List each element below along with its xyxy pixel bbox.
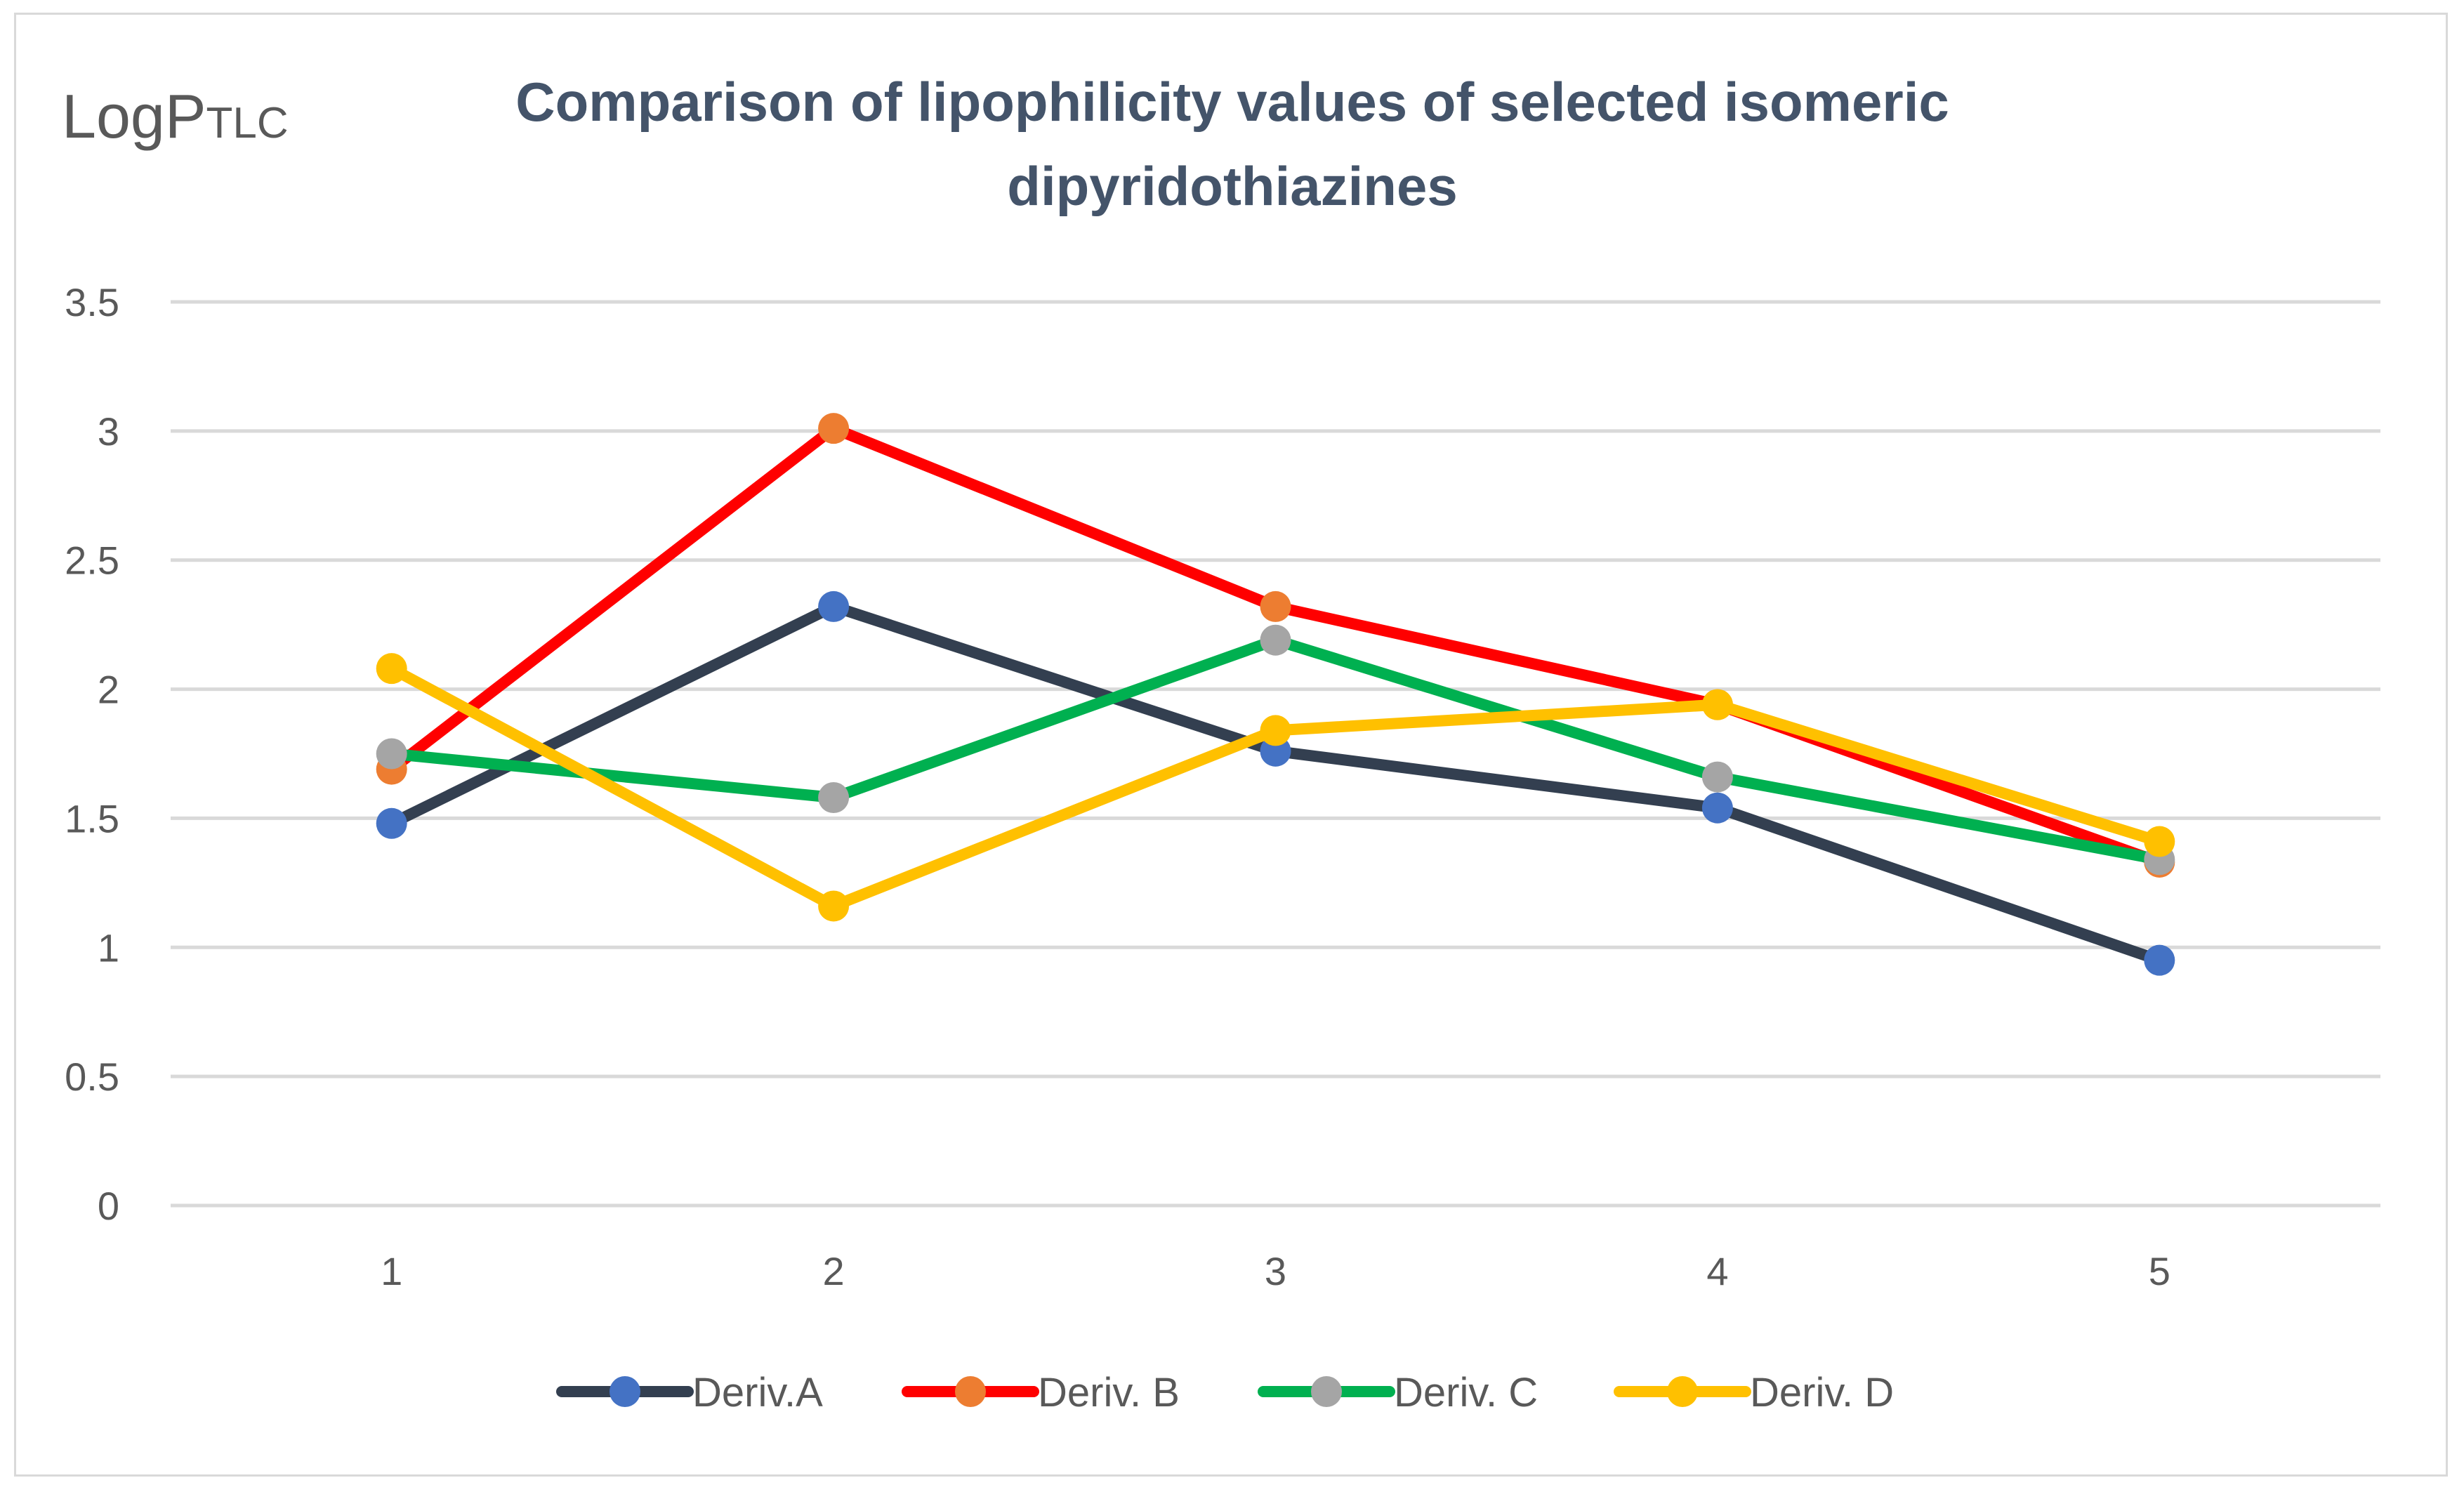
x-tick-label-0: 1: [381, 1249, 402, 1293]
y-axis-label-sub: TLC: [206, 99, 289, 147]
data-point-s0-0: [376, 807, 407, 839]
y-tick-label-4: 2: [98, 668, 119, 712]
legend-label-2: Deriv. C: [1394, 1370, 1538, 1415]
data-point-s3-3: [1701, 689, 1733, 720]
y-tick-label-6: 3: [98, 409, 119, 454]
data-point-s1-2: [1260, 590, 1291, 622]
gridlines: [171, 300, 2380, 1208]
x-tick-label-2: 3: [1265, 1249, 1286, 1293]
y-axis-ticks: 0 0.5 1 1.5 2 2.5 3 3.5: [65, 280, 119, 1228]
data-point-s0-3: [1701, 792, 1733, 824]
legend-marker-1: [955, 1376, 986, 1407]
legend-item-0: Deriv.A: [556, 1370, 823, 1415]
x-tick-label-4: 5: [2149, 1249, 2170, 1293]
y-tick-label-7: 3.5: [65, 280, 119, 324]
legend-label-1: Deriv. B: [1038, 1370, 1180, 1415]
legend-label-3: Deriv. D: [1750, 1370, 1894, 1415]
legend-item-3: Deriv. D: [1614, 1370, 1894, 1415]
data-point-s2-0: [376, 738, 407, 770]
y-tick-label-5: 2.5: [65, 539, 119, 583]
data-point-s0-1: [818, 590, 850, 622]
data-point-s2-2: [1260, 624, 1291, 656]
legend-marker-2: [1311, 1376, 1342, 1407]
data-point-s1-1: [818, 413, 850, 444]
legend-item-1: Deriv. B: [902, 1370, 1180, 1415]
x-tick-label-3: 4: [1706, 1249, 1728, 1293]
data-point-s2-1: [818, 782, 850, 814]
legend: Deriv.A Deriv. B Deriv. C Deriv. D: [556, 1370, 1894, 1415]
series-layer: [376, 413, 2175, 976]
legend-label-0: Deriv.A: [692, 1370, 823, 1415]
y-tick-label-2: 1: [98, 925, 119, 970]
y-tick-label-0: 0: [98, 1184, 119, 1228]
y-tick-label-1: 0.5: [65, 1055, 119, 1099]
chart-title-line-1: Comparison of lipophilicity values of se…: [515, 71, 1949, 133]
y-axis-label-main: LogP: [62, 81, 206, 151]
data-point-s3-4: [2144, 826, 2175, 857]
data-point-s3-0: [376, 653, 407, 685]
chart-title-line-2: dipyridothiazines: [1007, 155, 1457, 217]
data-point-s2-3: [1701, 761, 1733, 793]
x-axis-ticks: 1 2 3 4 5: [381, 1249, 2170, 1293]
data-point-s3-2: [1260, 715, 1291, 746]
series-3: [376, 653, 2175, 922]
legend-marker-0: [610, 1376, 640, 1407]
data-point-s3-1: [818, 890, 850, 922]
y-tick-label-3: 1.5: [65, 796, 119, 840]
data-point-s0-4: [2144, 944, 2175, 976]
legend-marker-3: [1667, 1376, 1698, 1407]
y-axis-label: LogPTLC: [62, 81, 289, 151]
legend-item-2: Deriv. C: [1258, 1370, 1538, 1415]
x-tick-label-1: 2: [823, 1249, 845, 1293]
